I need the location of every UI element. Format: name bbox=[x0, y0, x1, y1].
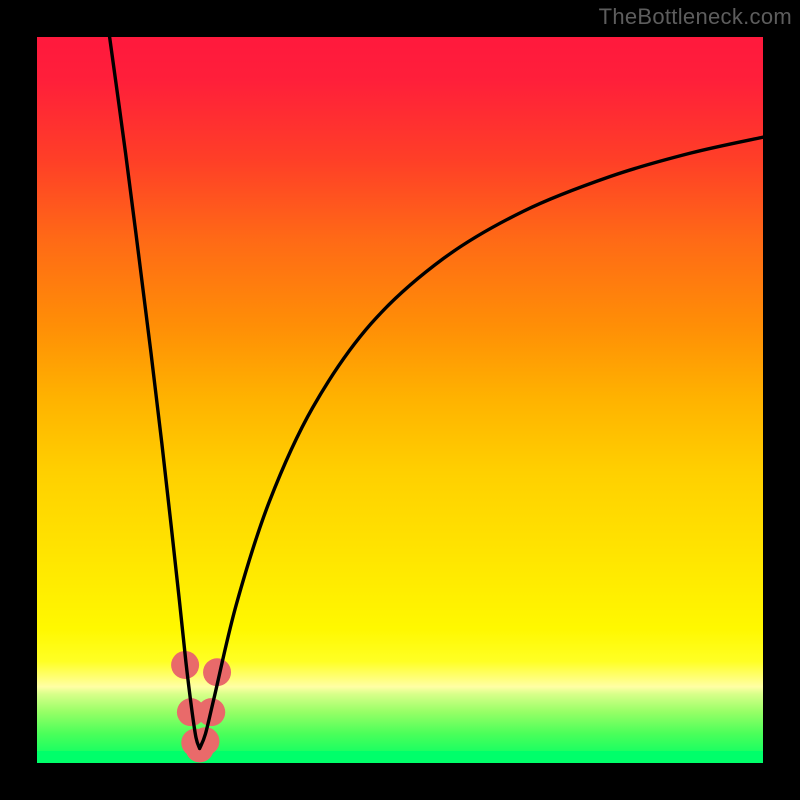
curve-layer bbox=[37, 37, 763, 763]
plot-area bbox=[37, 37, 763, 763]
bottleneck-curve bbox=[110, 37, 763, 748]
watermark-text: TheBottleneck.com bbox=[599, 4, 792, 30]
chart-container: TheBottleneck.com bbox=[0, 0, 800, 800]
